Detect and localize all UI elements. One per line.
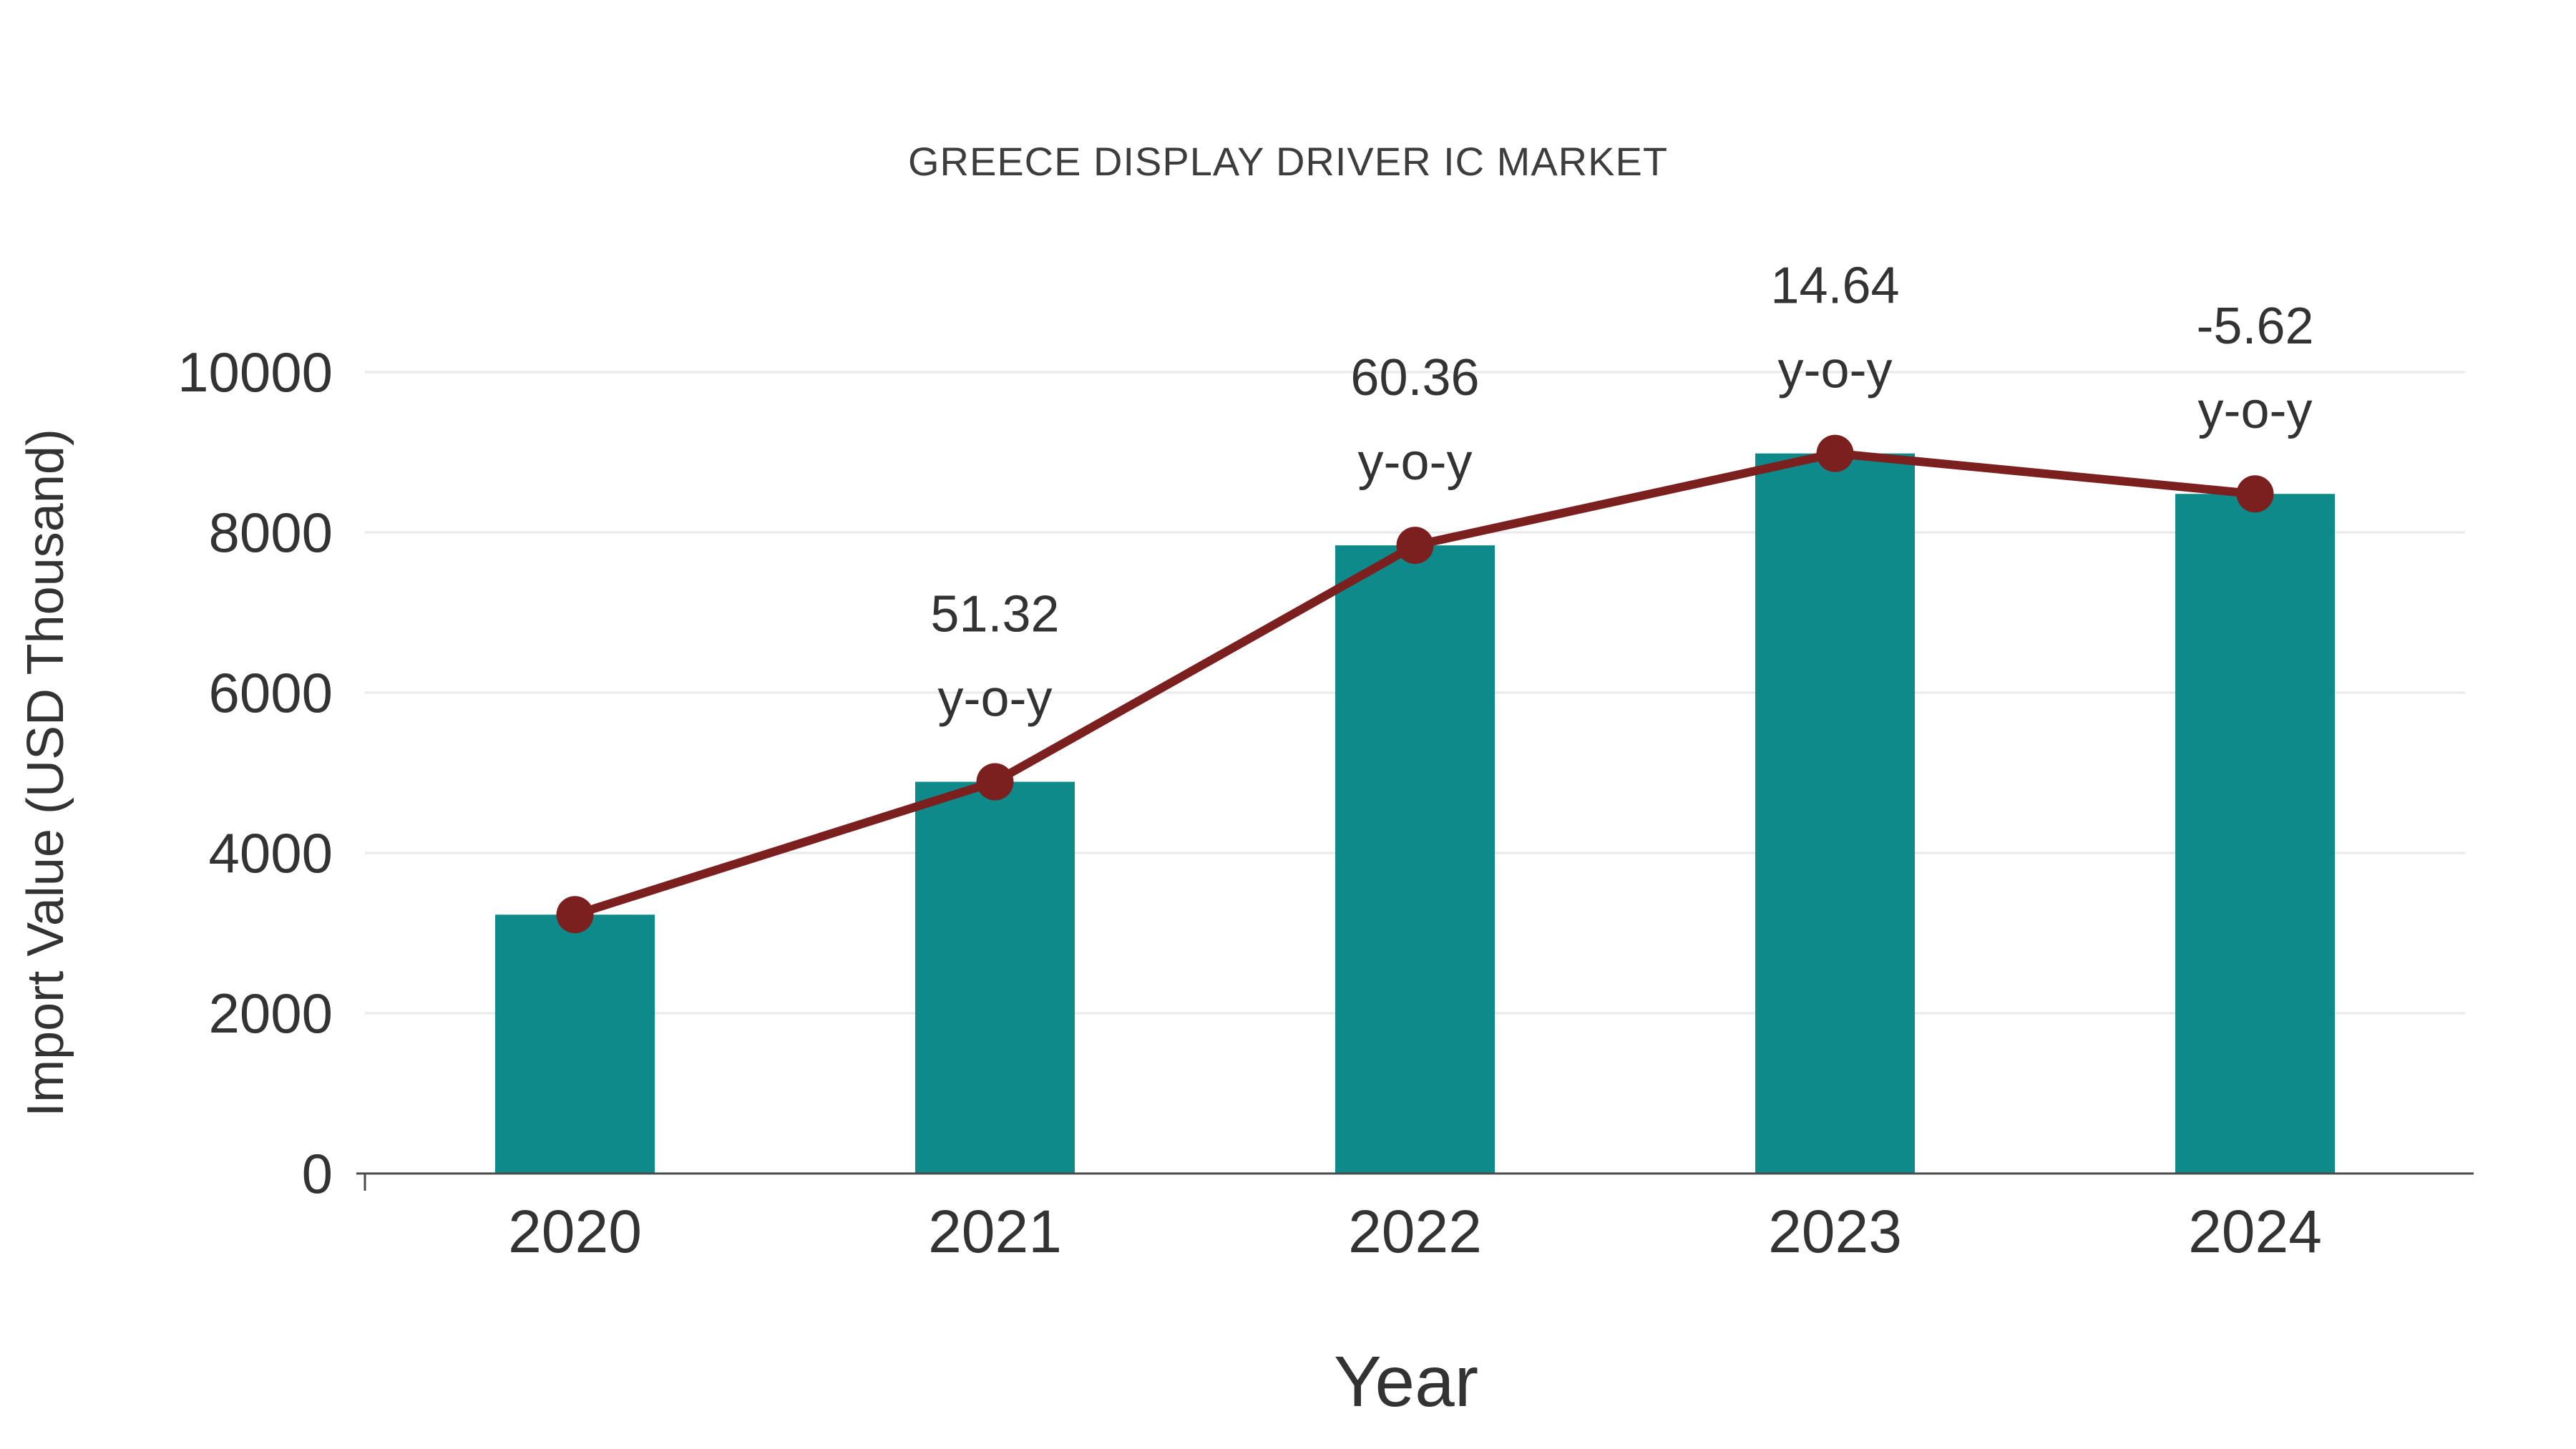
annotation-suffix: y-o-y xyxy=(2198,382,2313,439)
import-value-bar xyxy=(1335,545,1496,1174)
yoy-marker xyxy=(556,896,594,934)
annotation-suffix: y-o-y xyxy=(1358,434,1473,491)
y-tick-label: 8000 xyxy=(208,501,333,564)
y-tick-label: 6000 xyxy=(208,661,333,724)
annotation-value: 60.36 xyxy=(1350,349,1479,406)
y-tick-label: 0 xyxy=(302,1142,333,1205)
x-tick-label: 2024 xyxy=(2188,1198,2322,1265)
y-tick-label: 10000 xyxy=(177,341,333,404)
annotation-suffix: y-o-y xyxy=(938,670,1053,728)
y-axis-title: Import Value (USD Thousand) xyxy=(17,429,74,1117)
x-tick-label: 2021 xyxy=(928,1198,1062,1265)
yoy-marker xyxy=(1396,527,1434,565)
x-tick-label: 2023 xyxy=(1768,1198,1902,1265)
yoy-marker xyxy=(2236,475,2274,513)
annotation-value: -5.62 xyxy=(2196,298,2313,355)
chart-title: GREECE DISPLAY DRIVER IC MARKET xyxy=(908,139,1668,184)
import-value-bar xyxy=(2175,494,2336,1174)
y-tick-label: 2000 xyxy=(208,982,333,1045)
import-value-bar xyxy=(494,914,655,1174)
yoy-marker xyxy=(976,763,1014,801)
x-tick-label: 2022 xyxy=(1348,1198,1482,1265)
plot-area: 0 2000 4000 6000 8000 10000 51.32 y-o-y 60.36 y-o… xyxy=(177,258,2474,1265)
annotation-value: 51.32 xyxy=(930,586,1059,643)
import-value-bar xyxy=(914,781,1075,1174)
y-tick-label: 4000 xyxy=(208,821,333,884)
x-axis-title: Year xyxy=(1334,1342,1478,1422)
x-tick-label: 2020 xyxy=(508,1198,642,1265)
yoy-marker xyxy=(1816,434,1854,472)
annotation-suffix: y-o-y xyxy=(1778,342,1893,399)
annotation-value: 14.64 xyxy=(1770,258,1899,315)
import-value-bar xyxy=(1755,453,1916,1174)
